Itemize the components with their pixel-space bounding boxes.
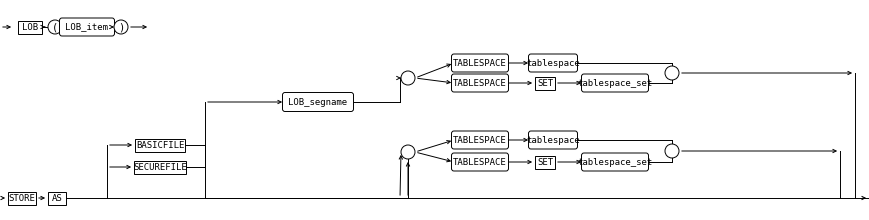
Circle shape [48,20,62,34]
FancyBboxPatch shape [134,161,186,174]
Circle shape [114,20,128,34]
Text: (: ( [52,22,58,32]
FancyBboxPatch shape [581,74,648,92]
Text: tablespace: tablespace [526,136,580,145]
FancyBboxPatch shape [528,54,578,72]
Text: SET: SET [537,79,553,88]
Text: SECUREFILE: SECUREFILE [133,163,187,172]
Text: tablespace_set: tablespace_set [577,79,653,88]
Text: SET: SET [537,158,553,167]
FancyBboxPatch shape [452,74,508,92]
Circle shape [401,71,415,85]
Text: LOB_segname: LOB_segname [289,97,348,106]
FancyBboxPatch shape [282,92,354,112]
Circle shape [401,145,415,159]
FancyBboxPatch shape [59,18,115,36]
Text: LOB_item: LOB_item [65,22,109,31]
Text: STORE: STORE [9,194,36,202]
FancyBboxPatch shape [535,156,555,169]
Text: BASICFILE: BASICFILE [136,141,184,150]
FancyBboxPatch shape [135,139,185,152]
Text: LOB: LOB [22,22,38,31]
Text: AS: AS [51,194,63,202]
Circle shape [665,144,679,158]
Text: ): ) [118,22,124,32]
FancyBboxPatch shape [8,191,36,205]
FancyBboxPatch shape [452,54,508,72]
FancyBboxPatch shape [528,131,578,149]
Text: TABLESPACE: TABLESPACE [453,59,507,68]
FancyBboxPatch shape [452,153,508,171]
FancyBboxPatch shape [18,20,42,33]
Text: tablespace_set: tablespace_set [577,158,653,167]
FancyBboxPatch shape [581,153,648,171]
Text: tablespace: tablespace [526,59,580,68]
Text: TABLESPACE: TABLESPACE [453,158,507,167]
FancyBboxPatch shape [452,131,508,149]
Text: TABLESPACE: TABLESPACE [453,79,507,88]
Circle shape [665,66,679,80]
Text: TABLESPACE: TABLESPACE [453,136,507,145]
FancyBboxPatch shape [48,191,66,205]
FancyBboxPatch shape [535,77,555,90]
